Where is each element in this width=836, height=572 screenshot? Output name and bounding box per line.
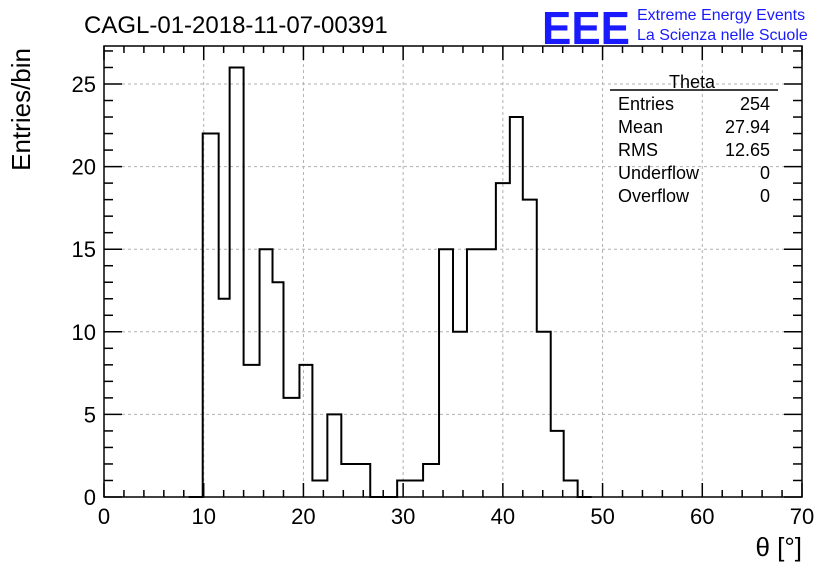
stats-label: Mean bbox=[618, 117, 663, 137]
chart-title: CAGL-01-2018-11-07-00391 bbox=[84, 12, 388, 39]
x-tick-label: 60 bbox=[690, 504, 714, 529]
x-tick-labels: 0 10 20 30 40 50 60 70 bbox=[98, 504, 814, 529]
x-tick-label: 50 bbox=[590, 504, 614, 529]
stats-box-name: Theta bbox=[669, 72, 716, 92]
x-tick-label: 40 bbox=[491, 504, 515, 529]
stats-value: 27.94 bbox=[725, 117, 770, 137]
y-tick-label: 0 bbox=[84, 485, 96, 510]
stats-label: RMS bbox=[618, 140, 658, 160]
axis-ticks bbox=[103, 46, 803, 498]
y-tick-label: 15 bbox=[72, 237, 96, 262]
x-axis-title: θ [°] bbox=[755, 532, 802, 562]
y-tick-label: 20 bbox=[72, 155, 96, 180]
x-tick-label: 10 bbox=[191, 504, 215, 529]
histogram-series bbox=[188, 66, 592, 498]
y-tick-label: 25 bbox=[72, 72, 96, 97]
stats-value: 0 bbox=[760, 186, 770, 206]
stats-label: Underflow bbox=[618, 163, 700, 183]
y-tick-labels: 0 5 10 15 20 25 bbox=[72, 72, 96, 510]
stats-value: 254 bbox=[740, 94, 770, 114]
plot-frame bbox=[103, 45, 803, 498]
x-tick-label: 30 bbox=[391, 504, 415, 529]
stats-box: Theta Entries 254 Mean 27.94 RMS 12.65 Underfl… bbox=[610, 72, 778, 206]
y-tick-label: 10 bbox=[72, 320, 96, 345]
x-tick-label: 20 bbox=[291, 504, 315, 529]
logo-line-2: La Scienza nelle Scuole bbox=[637, 27, 808, 44]
stats-value: 12.65 bbox=[725, 140, 770, 160]
logo-line-1: Extreme Energy Events bbox=[637, 7, 805, 24]
x-tick-label: 0 bbox=[98, 504, 110, 529]
stats-value: 0 bbox=[760, 163, 770, 183]
y-axis-title: Entries/bin bbox=[6, 48, 36, 171]
x-tick-label: 70 bbox=[790, 504, 814, 529]
stats-label: Overflow bbox=[618, 186, 690, 206]
stats-label: Entries bbox=[618, 94, 674, 114]
eee-logo: EEE Extreme Energy Events La Scienza nel… bbox=[542, 2, 808, 54]
y-tick-label: 5 bbox=[84, 402, 96, 427]
